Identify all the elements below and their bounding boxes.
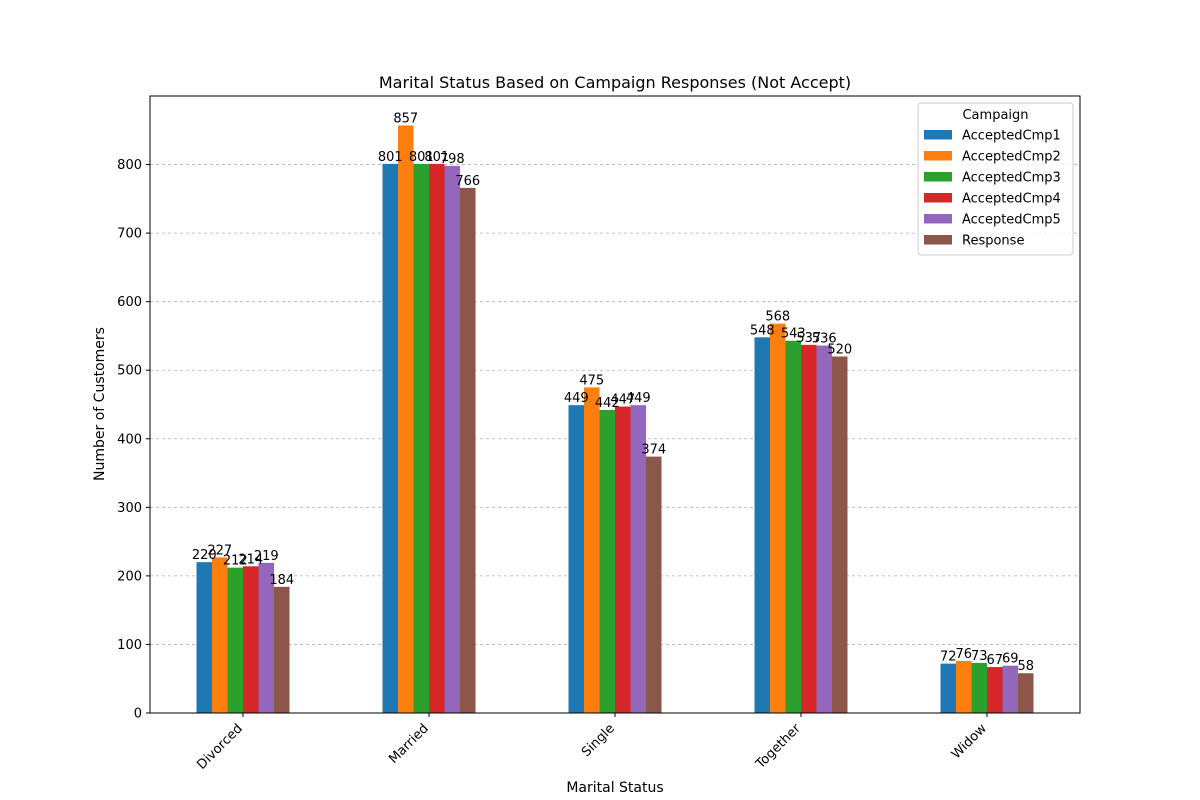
data-label: 543: [781, 327, 806, 342]
data-label: 475: [579, 373, 604, 388]
data-label: 212: [223, 554, 248, 569]
legend-entry: AcceptedCmp3: [962, 171, 1061, 186]
y-tick-label: 0: [134, 707, 142, 722]
bar-single-acceptedcmp3: [599, 409, 615, 713]
legend-box: [917, 102, 1074, 256]
bar-married-acceptedcmp2: [398, 125, 414, 714]
legend-swatch: [924, 235, 952, 245]
y-tick-label: 800: [117, 158, 142, 173]
y-tick-label: 300: [117, 501, 142, 516]
legend-entry: AcceptedCmp4: [962, 192, 1061, 207]
bar-widow-acceptedcmp5: [1002, 665, 1018, 713]
bar-together-acceptedcmp5: [816, 345, 832, 713]
data-label: 766: [455, 174, 480, 189]
legend: Campaign AcceptedCmp1 AcceptedCmp2 Accepted…: [917, 102, 1074, 256]
legend-entry: AcceptedCmp5: [962, 213, 1061, 228]
data-labels: 2202272122142191848018578018017987664494…: [192, 111, 1034, 674]
bar-married-acceptedcmp1: [382, 163, 398, 713]
data-label: 67: [986, 653, 1003, 668]
data-label: 548: [750, 323, 775, 338]
x-axis-title: Marital Status: [566, 780, 663, 796]
bar-widow-response: [1018, 673, 1034, 713]
data-label: 220: [192, 548, 217, 563]
data-label: 537: [796, 331, 821, 346]
legend-swatch: [924, 172, 952, 182]
data-label: 69: [1002, 652, 1019, 667]
data-label: 442: [595, 396, 620, 411]
data-label: 536: [812, 332, 837, 347]
bar-widow-acceptedcmp2: [956, 660, 972, 713]
bar-together-acceptedcmp2: [770, 323, 786, 713]
bar-married-acceptedcmp3: [413, 163, 429, 713]
bar-divorced-acceptedcmp5: [258, 562, 274, 713]
bar-single-acceptedcmp2: [584, 387, 600, 713]
data-label: 447: [610, 393, 635, 408]
bar-married-response: [460, 187, 476, 713]
data-label: 520: [827, 343, 852, 358]
data-label: 801: [409, 150, 434, 165]
bar-divorced-acceptedcmp2: [212, 557, 228, 713]
data-label: 374: [641, 443, 666, 458]
bar-married-acceptedcmp4: [429, 163, 445, 713]
legend-swatch: [924, 193, 952, 203]
bar-divorced-acceptedcmp4: [243, 566, 259, 713]
data-label: 219: [254, 549, 279, 564]
y-axis: 0 100 200 300 400 500 600 700 800: [117, 158, 150, 722]
x-tick-label: Widow: [949, 721, 990, 762]
data-label: 449: [626, 391, 651, 406]
y-tick-label: 400: [117, 432, 142, 447]
bar-divorced-response: [274, 586, 290, 713]
bar-divorced-acceptedcmp3: [227, 567, 243, 713]
data-label: 801: [424, 150, 449, 165]
bars: [196, 125, 1034, 714]
bar-widow-acceptedcmp3: [971, 662, 987, 713]
y-tick-label: 600: [117, 295, 142, 310]
y-tick-label: 200: [117, 569, 142, 584]
y-tick-label: 100: [117, 638, 142, 653]
data-label: 568: [765, 310, 790, 325]
legend-swatch: [924, 151, 952, 161]
legend-entry: AcceptedCmp1: [962, 129, 1061, 144]
bar-together-acceptedcmp1: [754, 337, 770, 713]
data-label: 72: [940, 650, 957, 665]
bar-divorced-acceptedcmp1: [196, 562, 212, 713]
bar-single-acceptedcmp4: [615, 406, 631, 713]
data-label: 798: [440, 152, 465, 167]
legend-entry: Response: [962, 234, 1024, 249]
legend-swatch: [924, 130, 952, 140]
y-axis-title: Number of Customers: [92, 327, 108, 481]
data-label: 227: [207, 543, 232, 558]
bar-together-acceptedcmp3: [785, 340, 801, 713]
y-tick-label: 500: [117, 364, 142, 379]
x-tick-label: Single: [579, 721, 618, 760]
bar-single-acceptedcmp5: [630, 405, 646, 713]
bar-single-acceptedcmp1: [568, 405, 584, 713]
x-axis: Divorced Married Single Together Widow: [194, 713, 990, 773]
bar-together-acceptedcmp4: [801, 344, 817, 713]
x-tick-label: Married: [386, 721, 432, 767]
chart-title: Marital Status Based on Campaign Respons…: [379, 73, 851, 92]
y-tick-label: 700: [117, 227, 142, 242]
data-label: 73: [971, 649, 988, 664]
data-label: 214: [238, 552, 263, 567]
legend-title: Campaign: [962, 108, 1028, 123]
data-label: 76: [955, 647, 972, 662]
legend-entry: AcceptedCmp2: [962, 150, 1061, 165]
x-tick-label: Divorced: [194, 721, 245, 772]
data-label: 801: [378, 150, 403, 165]
data-label: 449: [564, 391, 589, 406]
legend-swatch: [924, 214, 952, 224]
bar-married-acceptedcmp5: [444, 165, 460, 714]
data-label: 857: [393, 111, 418, 126]
bar-together-response: [832, 356, 848, 713]
data-label: 184: [269, 573, 294, 588]
data-label: 58: [1017, 659, 1034, 674]
bar-widow-acceptedcmp4: [987, 667, 1003, 713]
bar-widow-acceptedcmp1: [940, 663, 956, 713]
x-tick-label: Together: [752, 721, 804, 773]
bar-single-response: [646, 456, 662, 713]
